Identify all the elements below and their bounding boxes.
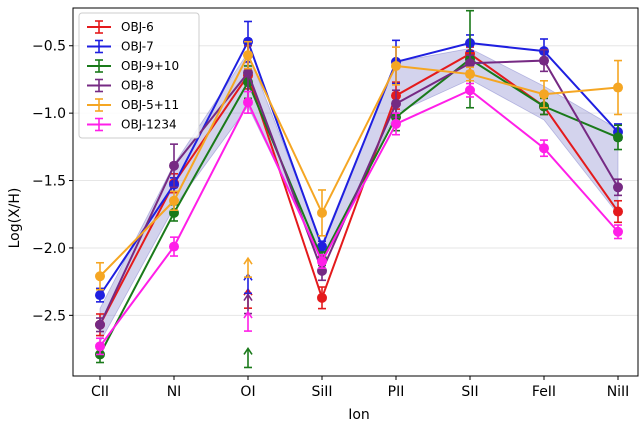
legend-entry: OBJ-1234 [87,118,177,132]
legend-label: OBJ-7 [121,40,154,54]
x-axis-label: Ion [348,407,370,423]
x-tick-label: CII [91,384,109,400]
legend-entry: OBJ-7 [87,40,154,54]
legend-label: OBJ-1234 [121,118,177,132]
x-tick-label: FeII [532,384,556,400]
axis-layer: −2.5 −2.0 −1.5 −1.0 −0.5 CII NI OI SiII PII SII FeI… [32,39,629,400]
legend-label: OBJ-8 [121,79,154,93]
y-tick-label: −1.5 [32,174,66,190]
series-layer [95,9,623,369]
series-obj-1234 [95,82,623,356]
data-point [317,292,327,303]
upper-limit-arrowhead [243,310,253,319]
y-tick-label: −0.5 [32,39,66,55]
legend-label: OBJ-6 [121,20,154,34]
data-point [169,160,179,171]
x-tick-label: NiII [607,384,630,400]
data-point [391,118,401,129]
series-line [99,59,619,326]
y-tick-label: −1.0 [32,106,66,122]
data-point [391,60,401,71]
data-point [613,132,623,143]
data-point [613,226,623,237]
upper-limit-arrowhead [243,256,253,265]
legend-label: OBJ-9+10 [121,59,179,73]
legend-box [78,12,200,139]
series-line [99,39,619,296]
plot-frame [72,7,639,377]
data-point [95,341,105,352]
series-line [99,89,619,347]
data-point [95,319,105,330]
data-point [169,241,179,252]
legend-label: OBJ-5+11 [121,98,179,112]
data-point [613,82,623,93]
legend-entry: OBJ-8 [87,79,154,93]
data-point [613,182,623,193]
x-tick-label: PII [388,384,405,400]
y-tick-label: −2.5 [32,308,66,324]
upper-limit-arrowhead [243,293,253,302]
data-point [243,67,253,78]
legend-entry: OBJ-5+11 [87,98,179,112]
data-point [95,271,105,282]
upper-limit-arrowhead [243,347,253,355]
x-tick-label: SiII [311,384,332,400]
y-axis-label: Log(X/H) [7,188,23,249]
y-tick-label: −2.0 [32,241,66,257]
data-point [243,50,253,61]
x-tick-label: SII [461,384,478,400]
data-point [317,256,327,267]
x-tick-label: OI [240,384,255,400]
data-point [539,55,549,66]
data-point [95,290,105,301]
x-tick-label: NI [167,384,182,400]
data-point [465,69,475,80]
data-point [317,241,327,252]
data-point [317,207,327,218]
data-point [169,195,179,206]
legend-entry: OBJ-9+10 [87,59,179,73]
legend-entry: OBJ-6 [87,20,154,34]
data-point [465,58,475,69]
data-point [391,98,401,109]
data-point [465,85,475,96]
series-obj-5-11 [95,40,623,291]
data-point [539,143,549,154]
series-line [99,52,619,277]
legend: OBJ-6 OBJ-7 OBJ-9+10 OBJ-8 OBJ-5+11 OBJ-1234 [78,12,200,139]
data-point [243,97,253,108]
data-point [613,206,623,217]
data-point [539,89,549,100]
